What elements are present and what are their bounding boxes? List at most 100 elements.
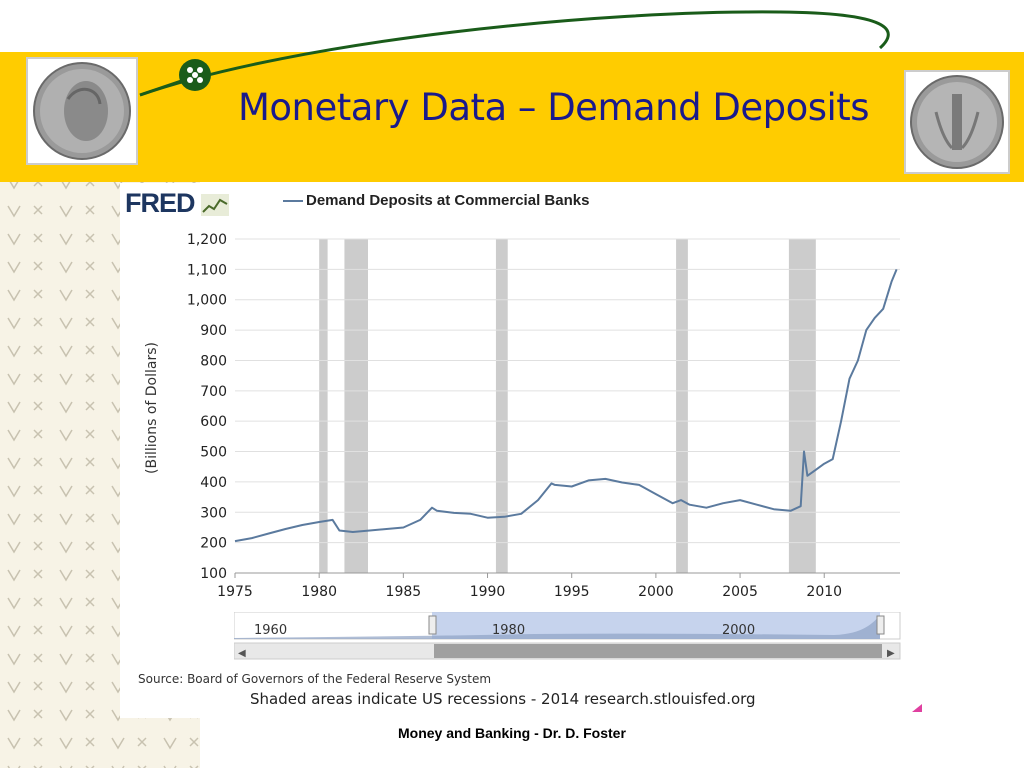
- pattern-glyph: [33, 345, 43, 355]
- swoosh-line: [139, 10, 890, 97]
- pattern-glyph: [7, 289, 21, 302]
- recession-band: [788, 239, 816, 573]
- pattern-glyph: [7, 485, 21, 498]
- pattern-glyph: [33, 261, 43, 271]
- pattern-glyph: [85, 541, 95, 551]
- pattern-glyph: [59, 205, 73, 218]
- slide-corner-mark-icon: [912, 704, 922, 712]
- y-tick-label: 700: [200, 384, 227, 400]
- pattern-glyph: [85, 345, 95, 355]
- pattern-glyph: [85, 737, 95, 747]
- pattern-glyph: [33, 401, 43, 411]
- y-tick-label: 400: [200, 475, 227, 491]
- fred-graph-icon: [201, 193, 230, 216]
- scroll-right-arrow-icon[interactable]: ▶: [887, 648, 895, 659]
- navigator-right-handle[interactable]: [876, 615, 885, 635]
- navigator-area: [234, 615, 880, 639]
- y-tick-label: 1,200: [187, 232, 227, 248]
- x-tick-label: 1980: [301, 584, 337, 600]
- range-navigator[interactable]: 1960 1980 2000 ◀ ▶: [234, 612, 902, 662]
- pattern-glyph: [33, 289, 43, 299]
- recession-note: Shaded areas indicate US recessions - 20…: [250, 690, 756, 708]
- pattern-glyph: [59, 737, 73, 750]
- pattern-glyph: [59, 485, 73, 498]
- pattern-glyph: [7, 541, 21, 554]
- pattern-glyph: [33, 709, 43, 719]
- fred-logo: FRED: [125, 188, 230, 219]
- pattern-glyph: [33, 569, 43, 579]
- recession-band: [319, 239, 328, 573]
- y-tick-label: 1,000: [187, 293, 227, 309]
- y-tick-label: 800: [200, 353, 227, 369]
- legend-line-icon: [283, 200, 303, 202]
- pattern-glyph: [7, 709, 21, 722]
- pattern-glyph: [59, 317, 73, 330]
- pattern-glyph: [59, 457, 73, 470]
- pattern-glyph: [59, 233, 73, 246]
- pattern-glyph: [85, 513, 95, 523]
- recession-band: [344, 239, 368, 573]
- pattern-glyph: [59, 569, 73, 582]
- pattern-glyph: [33, 317, 43, 327]
- pattern-glyph: [7, 373, 21, 386]
- pattern-glyph: [85, 289, 95, 299]
- green-swoosh: [139, 10, 890, 97]
- y-tick-label: 500: [200, 445, 227, 461]
- legend-label: Demand Deposits at Commercial Banks: [306, 192, 590, 209]
- pattern-glyph: [85, 709, 95, 719]
- slide-footer: Money and Banking - Dr. D. Foster: [398, 725, 626, 741]
- pattern-glyph: [85, 205, 95, 215]
- pattern-glyph: [33, 485, 43, 495]
- pattern-glyph: [33, 597, 43, 607]
- fred-logo-text: FRED: [125, 188, 195, 218]
- pattern-glyph: [33, 513, 43, 523]
- pattern-glyph: [59, 401, 73, 414]
- pattern-glyph: [7, 653, 21, 666]
- pattern-glyph: [7, 429, 21, 442]
- navigator-label-1980: 1980: [492, 623, 525, 638]
- pattern-glyph: [33, 737, 43, 747]
- y-tick-label: 300: [200, 505, 227, 521]
- title-banner: [0, 52, 1024, 182]
- pattern-glyph: [59, 373, 73, 386]
- x-tick-label: 1990: [470, 584, 506, 600]
- pattern-glyph: [85, 569, 95, 579]
- navigator-label-1960: 1960: [254, 623, 287, 638]
- pattern-glyph: [33, 373, 43, 383]
- pattern-glyph: [59, 597, 73, 610]
- x-tick-label: 2010: [806, 584, 842, 600]
- pattern-glyph: [7, 625, 21, 638]
- x-tick-label: 1975: [217, 584, 253, 600]
- y-tick-label: 200: [200, 536, 227, 552]
- slide-title: Monetary Data – Demand Deposits: [238, 86, 870, 129]
- mercury-dime-reverse-image: [904, 70, 1010, 174]
- pattern-glyph: [59, 709, 73, 722]
- pattern-glyph: [59, 429, 73, 442]
- pattern-glyph: [163, 737, 177, 750]
- pattern-glyph: [7, 457, 21, 470]
- pattern-glyph: [33, 429, 43, 439]
- pattern-glyph: [7, 513, 21, 526]
- series-line-demand-deposits: [234, 269, 898, 543]
- y-tick-label: 100: [200, 566, 227, 582]
- pattern-glyph: [59, 289, 73, 302]
- pattern-glyph: [85, 429, 95, 439]
- recession-band: [676, 239, 688, 573]
- pattern-glyph: [33, 625, 43, 635]
- pattern-glyph: [111, 737, 125, 750]
- pattern-glyph: [85, 681, 95, 691]
- pattern-glyph: [33, 205, 43, 215]
- pattern-glyph: [85, 373, 95, 383]
- pattern-glyph: [7, 205, 21, 218]
- scrollbar-thumb[interactable]: [434, 644, 882, 658]
- mercury-dime-obverse-image: [26, 57, 138, 165]
- pattern-glyph: [85, 317, 95, 327]
- pattern-glyph: [7, 261, 21, 274]
- scroll-left-arrow-icon[interactable]: ◀: [238, 648, 246, 659]
- pattern-glyph: [85, 233, 95, 243]
- navigator-left-handle[interactable]: [428, 615, 437, 635]
- recession-band: [495, 239, 508, 573]
- pattern-glyph: [7, 233, 21, 246]
- pattern-glyph: [33, 541, 43, 551]
